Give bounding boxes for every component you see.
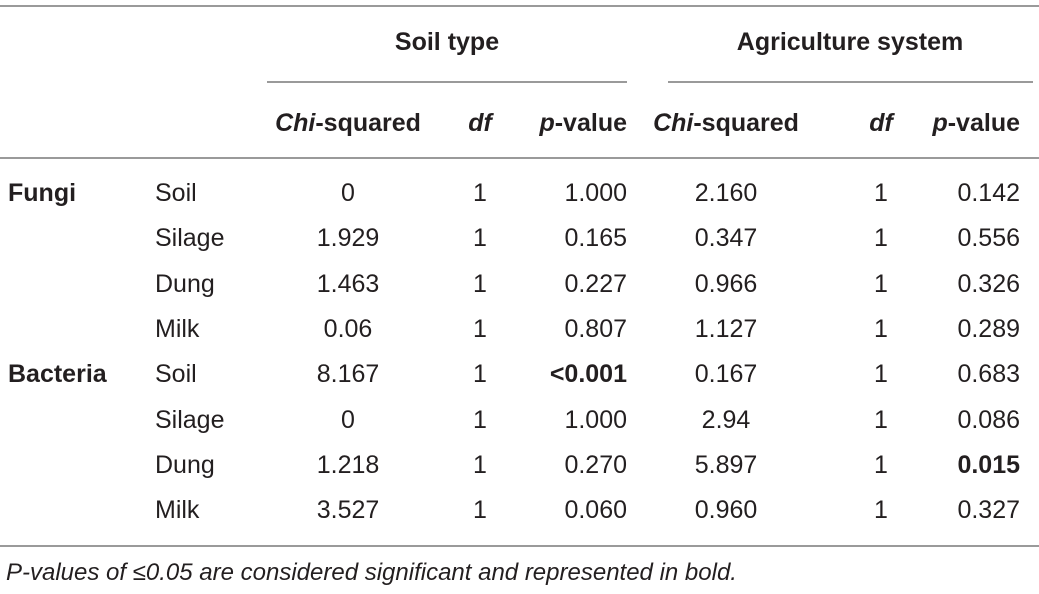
table-cell: 8.167 bbox=[316, 360, 380, 389]
row-label: Soil bbox=[155, 179, 197, 207]
bottom-rule bbox=[0, 545, 1039, 547]
column-header: df bbox=[468, 109, 492, 137]
row-label: Dung bbox=[155, 450, 215, 479]
column-header: p-value bbox=[539, 109, 627, 137]
table-cell: 1.127 bbox=[694, 314, 758, 343]
table-cell: 0.683 bbox=[957, 360, 1020, 389]
row-group-label: Bacteria bbox=[8, 360, 107, 389]
row-label: Milk bbox=[155, 496, 200, 525]
row-label: Dung bbox=[155, 269, 215, 298]
table-cell: 1 bbox=[473, 314, 487, 343]
table-cell: <0.001 bbox=[549, 360, 627, 389]
table-cell: 1 bbox=[874, 360, 888, 389]
table-cell: 1.218 bbox=[316, 450, 380, 479]
table-cell: 0.807 bbox=[564, 314, 627, 343]
table-cell: 0.015 bbox=[957, 450, 1020, 479]
table-cell: 1.929 bbox=[316, 224, 380, 253]
table-cell: 1 bbox=[874, 269, 888, 298]
footnote: P-values of ≤0.05 are considered signifi… bbox=[6, 559, 737, 586]
table-cell: 0.556 bbox=[957, 224, 1020, 253]
column-header: p-value bbox=[932, 109, 1020, 137]
table-cell: 1 bbox=[473, 224, 487, 253]
table-cell: 1 bbox=[874, 314, 888, 343]
table-cell: 2.160 bbox=[694, 179, 758, 207]
row-label: Soil bbox=[155, 360, 197, 389]
table-cell: 1.000 bbox=[564, 405, 627, 434]
table-cell: 0.167 bbox=[694, 360, 758, 389]
table-cell: 1.000 bbox=[564, 179, 627, 207]
table-cell: 2.94 bbox=[701, 405, 751, 434]
table-cell: 0.326 bbox=[957, 269, 1020, 298]
table-cell: 0.327 bbox=[957, 496, 1020, 525]
table-cell: 0.289 bbox=[957, 314, 1020, 343]
table-cell: 1 bbox=[473, 360, 487, 389]
table-cell: 0.06 bbox=[323, 314, 373, 343]
row-group-label: Fungi bbox=[8, 179, 77, 207]
table-cell: 0.060 bbox=[564, 496, 627, 525]
group-header: Soil type bbox=[394, 28, 500, 56]
group-rule bbox=[668, 81, 1033, 83]
table-cell: 1 bbox=[473, 496, 487, 525]
table-cell: 0.960 bbox=[694, 496, 758, 525]
table-cell: 1 bbox=[874, 496, 888, 525]
table-cell: 3.527 bbox=[316, 496, 380, 525]
table-cell: 1 bbox=[473, 450, 487, 479]
top-rule bbox=[0, 5, 1039, 7]
header-rule bbox=[0, 157, 1039, 159]
table-cell: 1.463 bbox=[316, 269, 380, 298]
table-cell: 1 bbox=[473, 405, 487, 434]
table-cell: 0 bbox=[341, 405, 355, 434]
table-cell: 5.897 bbox=[694, 450, 758, 479]
row-label: Silage bbox=[155, 224, 225, 253]
table-cell: 0.227 bbox=[564, 269, 627, 298]
table-cell: 1 bbox=[874, 405, 888, 434]
column-header: df bbox=[869, 109, 893, 137]
table-cell: 0.347 bbox=[694, 224, 758, 253]
table-cell: 0 bbox=[341, 179, 355, 207]
column-header: Chi-squared bbox=[275, 109, 421, 137]
table-cell: 1 bbox=[874, 179, 888, 207]
table-cell: 1 bbox=[473, 269, 487, 298]
table-cell: 0.165 bbox=[564, 224, 627, 253]
table-cell: 0.086 bbox=[957, 405, 1020, 434]
table-cell: 0.142 bbox=[957, 179, 1020, 207]
table-cell: 1 bbox=[874, 224, 888, 253]
row-label: Milk bbox=[155, 314, 200, 343]
table-cell: 0.966 bbox=[694, 269, 758, 298]
table-cell: 1 bbox=[874, 450, 888, 479]
group-header: Agriculture system bbox=[736, 28, 964, 56]
column-header: Chi-squared bbox=[653, 109, 799, 137]
group-rule bbox=[267, 81, 627, 83]
table-cell: 1 bbox=[473, 179, 487, 207]
row-label: Silage bbox=[155, 405, 225, 434]
table-cell: 0.270 bbox=[564, 450, 627, 479]
